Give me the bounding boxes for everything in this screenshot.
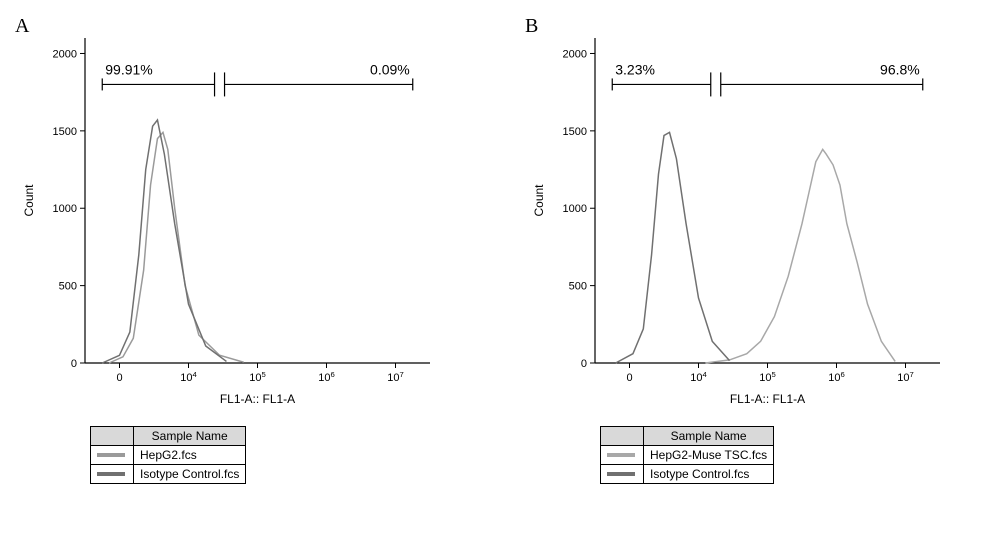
legend-header: Sample Name <box>644 427 774 446</box>
svg-text:106: 106 <box>318 370 335 385</box>
panel-A-legend: Sample Name HepG2.fcs Isotype Control.fc… <box>90 426 246 484</box>
legend-row: HepG2.fcs <box>91 446 246 465</box>
svg-text:2000: 2000 <box>563 48 587 60</box>
panel-B: B 0500100015002000Count0104105106107FL1-… <box>525 15 975 484</box>
svg-text:106: 106 <box>828 370 845 385</box>
svg-text:0: 0 <box>626 372 632 384</box>
svg-text:0.09%: 0.09% <box>370 61 410 77</box>
svg-text:104: 104 <box>690 370 707 385</box>
legend-header: Sample Name <box>134 427 246 446</box>
legend-row: HepG2-Muse TSC.fcs <box>601 446 774 465</box>
legend-row: Isotype Control.fcs <box>601 465 774 484</box>
panel-A-svg: 0 500 1000 1500 2000 Count 0 104 105 106 107 FL1-A:… <box>15 18 445 418</box>
svg-text:1000: 1000 <box>563 203 587 215</box>
svg-text:500: 500 <box>569 281 587 293</box>
svg-text:Count: Count <box>22 184 36 217</box>
svg-text:0: 0 <box>71 358 77 370</box>
svg-text:105: 105 <box>249 370 266 385</box>
svg-text:1500: 1500 <box>563 126 587 138</box>
panel-A-plot: 0 500 1000 1500 2000 Count 0 104 105 106 107 FL1-A:… <box>15 18 445 418</box>
svg-text:1500: 1500 <box>53 126 77 138</box>
panel-B-plot: 0 500 1000 1500 2000 Count 0 104 105 106 107 FL1-A:… <box>525 18 955 418</box>
svg-text:500: 500 <box>59 281 77 293</box>
svg-text:107: 107 <box>897 370 914 385</box>
panel-B-svg: 0 500 1000 1500 2000 Count 0 104 105 106 107 FL1-A:… <box>525 18 955 418</box>
svg-text:96.8%: 96.8% <box>880 61 920 77</box>
svg-text:Count: Count <box>532 184 546 217</box>
svg-text:0: 0 <box>581 358 587 370</box>
svg-text:0: 0 <box>116 372 122 384</box>
figure-row: A 0500100015002000Count0104105106107FL1-… <box>15 15 985 484</box>
panel-A: A 0500100015002000Count0104105106107FL1-… <box>15 15 465 484</box>
svg-text:107: 107 <box>387 370 404 385</box>
svg-text:2000: 2000 <box>53 48 77 60</box>
svg-text:104: 104 <box>180 370 197 385</box>
svg-text:105: 105 <box>759 370 776 385</box>
legend-row: Isotype Control.fcs <box>91 465 246 484</box>
svg-text:3.23%: 3.23% <box>615 61 655 77</box>
svg-text:FL1-A:: FL1-A: FL1-A:: FL1-A <box>220 392 295 406</box>
svg-text:99.91%: 99.91% <box>105 61 152 77</box>
svg-text:1000: 1000 <box>53 203 77 215</box>
svg-text:FL1-A:: FL1-A: FL1-A:: FL1-A <box>730 392 805 406</box>
panel-B-legend: Sample Name HepG2-Muse TSC.fcs Isotype C… <box>600 426 774 484</box>
